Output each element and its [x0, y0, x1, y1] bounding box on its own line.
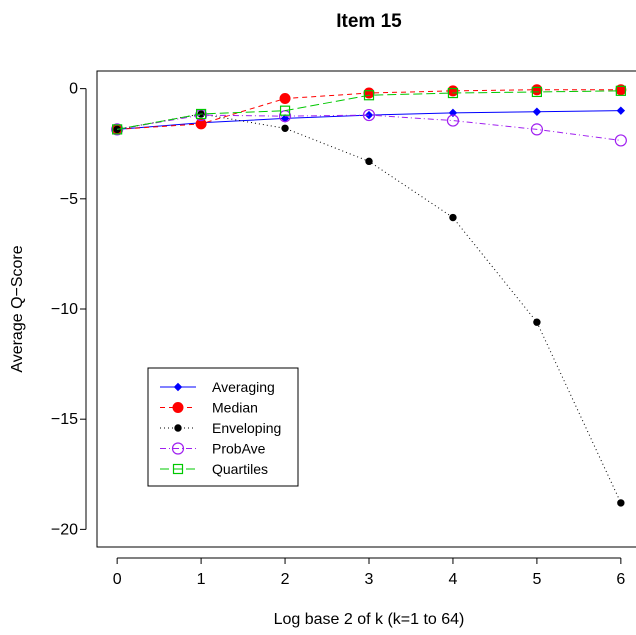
x-tick-label: 3	[365, 571, 374, 588]
legend-swatch-marker	[171, 442, 185, 455]
y-tick-label: −10	[51, 301, 78, 318]
data-point-median	[447, 85, 459, 97]
legend-swatch-marker	[172, 463, 184, 475]
x-tick-label: 5	[532, 571, 541, 588]
data-point-averaging	[532, 107, 542, 116]
data-point-averaging	[364, 110, 374, 120]
data-point-quartiles	[615, 85, 626, 96]
legend-item-averaging: Averaging	[160, 379, 275, 395]
y-tick-label: −5	[60, 191, 78, 208]
legend-label: Enveloping	[212, 420, 281, 436]
data-point-probave	[111, 123, 124, 136]
data-point-probave	[614, 134, 627, 147]
data-point-quartiles	[363, 90, 375, 101]
legend-label: Quartiles	[212, 461, 268, 477]
data-point-enveloping	[533, 318, 541, 326]
legend-item-median: Median	[160, 400, 258, 416]
data-point-probave	[530, 123, 544, 136]
data-point-quartiles	[279, 105, 291, 116]
series-line-quartiles	[117, 90, 621, 130]
data-point-averaging	[616, 106, 626, 115]
x-tick-label: 4	[448, 571, 457, 588]
legend-swatch-marker	[173, 382, 183, 392]
legend-swatch-marker	[174, 424, 182, 432]
data-point-median	[279, 93, 291, 105]
data-point-probave	[362, 108, 376, 122]
data-point-probave	[446, 114, 460, 127]
y-tick-label: −15	[51, 411, 78, 428]
legend-item-quartiles: Quartiles	[160, 461, 268, 477]
data-point-enveloping	[449, 213, 457, 222]
y-axis: 0 −5 −10 −15 −20	[51, 81, 87, 538]
y-axis-label: Average Q−Score	[9, 245, 26, 372]
data-point-enveloping	[365, 157, 373, 166]
x-tick-label: 6	[616, 571, 625, 588]
series-line-probave	[117, 114, 621, 141]
legend-label: ProbAve	[212, 441, 266, 457]
legend-label: Median	[212, 400, 258, 416]
data-point-enveloping	[617, 499, 625, 507]
x-tick-label: 2	[281, 571, 290, 588]
data-point-quartiles	[531, 86, 543, 98]
data-point-quartiles	[195, 108, 207, 120]
x-axis-label: Log base 2 of k (k=1 to 64)	[274, 611, 465, 628]
chart-title: Item 15	[336, 11, 402, 32]
series-layer	[111, 84, 627, 507]
legend-swatch-marker	[172, 402, 184, 413]
data-point-median	[363, 87, 375, 99]
plot-frame	[96, 70, 636, 548]
data-point-median	[531, 84, 543, 96]
legend: Averaging Median Enveloping ProbAve Quartile…	[147, 367, 299, 487]
data-point-enveloping	[281, 124, 289, 132]
data-point-quartiles	[447, 87, 459, 99]
data-point-averaging	[448, 108, 458, 118]
x-tick-label: 0	[113, 571, 122, 588]
y-tick-label: −20	[51, 521, 78, 538]
data-point-quartiles	[112, 124, 123, 135]
x-tick-label: 1	[197, 571, 206, 588]
series-quartiles	[112, 85, 626, 135]
legend-item-enveloping: Enveloping	[160, 420, 281, 436]
legend-item-probave: ProbAve	[160, 441, 266, 457]
legend-label: Averaging	[212, 379, 275, 395]
x-axis: 0 1 2 3 4 5 6	[113, 557, 625, 588]
y-tick-label: 0	[69, 81, 78, 98]
